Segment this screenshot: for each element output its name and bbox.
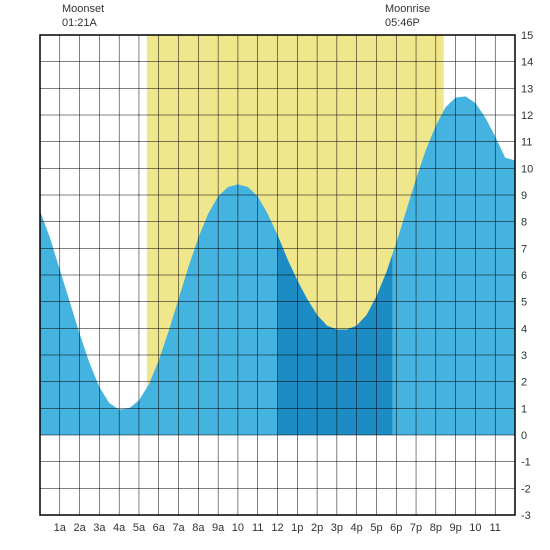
y-tick-label: -2 [521, 483, 531, 495]
x-tick-label: 10 [469, 522, 481, 534]
y-tick-label: 0 [521, 430, 527, 442]
x-tick-label: 1p [291, 522, 303, 534]
y-tick-label: 15 [521, 30, 533, 42]
moonset-title: Moonset [62, 2, 104, 16]
y-tick-label: 3 [521, 350, 527, 362]
tide-chart: Moonset 01:21A Moonrise 05:46P 151413121… [0, 0, 550, 550]
x-tick-label: 8a [192, 522, 205, 534]
y-tick-label: 9 [521, 190, 527, 202]
x-tick-label: 10 [232, 522, 244, 534]
chart-svg: 1514131211109876543210-1-2-31a2a3a4a5a6a… [0, 0, 550, 550]
x-tick-label: 5a [133, 522, 146, 534]
moonrise-time: 05:46P [385, 16, 430, 30]
moonrise-label: Moonrise 05:46P [385, 2, 430, 31]
x-tick-label: 9a [212, 522, 225, 534]
y-tick-label: 1 [521, 403, 527, 415]
x-tick-label: 2a [73, 522, 86, 534]
moonset-label: Moonset 01:21A [62, 2, 104, 31]
x-tick-label: 7p [410, 522, 422, 534]
y-tick-label: 14 [521, 57, 533, 69]
x-tick-label: 12 [271, 522, 283, 534]
x-tick-label: 11 [489, 522, 500, 534]
x-tick-label: 1a [54, 522, 67, 534]
x-tick-label: 4p [351, 522, 363, 534]
x-tick-label: 6p [390, 522, 402, 534]
y-tick-label: -3 [521, 510, 531, 522]
x-tick-label: 3p [331, 522, 343, 534]
y-tick-label: 6 [521, 270, 527, 282]
x-tick-label: 4a [113, 522, 126, 534]
x-tick-label: 5p [370, 522, 382, 534]
y-tick-label: 7 [521, 243, 527, 255]
y-tick-label: 8 [521, 217, 527, 229]
y-tick-label: 10 [521, 163, 533, 175]
y-tick-label: 2 [521, 377, 527, 389]
y-tick-label: -1 [521, 457, 531, 469]
y-tick-label: 13 [521, 83, 533, 95]
y-tick-label: 5 [521, 297, 527, 309]
x-tick-label: 2p [311, 522, 323, 534]
moonset-time: 01:21A [62, 16, 104, 30]
x-tick-label: 8p [430, 522, 442, 534]
moonrise-title: Moonrise [385, 2, 430, 16]
y-tick-label: 11 [521, 137, 532, 149]
x-tick-label: 9p [450, 522, 462, 534]
x-tick-label: 11 [252, 522, 263, 534]
x-tick-label: 7a [172, 522, 185, 534]
x-tick-label: 6a [153, 522, 166, 534]
y-tick-label: 12 [521, 110, 533, 122]
x-tick-label: 3a [93, 522, 106, 534]
y-tick-label: 4 [521, 323, 527, 335]
